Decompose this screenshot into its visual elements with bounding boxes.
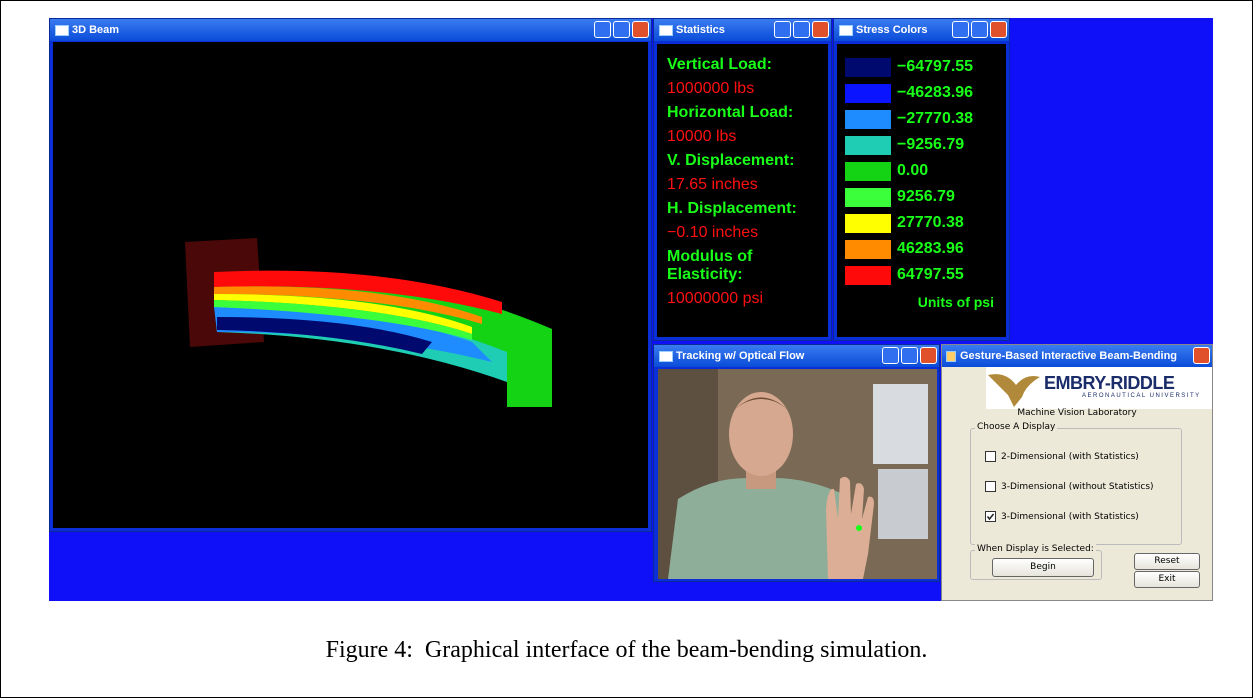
reset-button[interactable]: Reset <box>1134 553 1200 570</box>
legend-value: −46283.96 <box>897 84 973 102</box>
lab-name: Machine Vision Laboratory <box>942 408 1212 418</box>
logo-subtext: AERONAUTICAL UNIVERSITY <box>1082 393 1201 399</box>
figure: 3D Beam Statistics Vertical Load: 1000000… <box>0 0 1253 698</box>
begin-button[interactable]: Begin <box>992 558 1094 577</box>
legend-row: −64797.55 <box>845 54 998 80</box>
stat-label: H. Displacement: <box>667 200 818 218</box>
legend-row: 46283.96 <box>845 236 998 262</box>
legend-row: −46283.96 <box>845 80 998 106</box>
option[interactable]: 3-Dimensional (with Statistics) <box>985 511 1139 522</box>
legend-value: −64797.55 <box>897 58 973 76</box>
beam-window: 3D Beam <box>49 18 652 532</box>
close[interactable] <box>920 347 937 364</box>
poster <box>878 469 928 539</box>
checkbox[interactable] <box>985 511 996 522</box>
stress-window: Stress Colors −64797.55 −46283.96 −27770.3… <box>833 18 1010 341</box>
title-bar: Tracking w/ Optical Flow <box>654 345 939 367</box>
tracking-window: Tracking w/ Optical Flow <box>653 344 940 582</box>
minimize[interactable] <box>952 21 969 38</box>
stat-value: 1000000 lbs <box>667 80 818 98</box>
stat-label: V. Displacement: <box>667 152 818 170</box>
stat-value: 10000000 psi <box>667 290 818 308</box>
maximize[interactable] <box>901 347 918 364</box>
option-label: 3-Dimensional (with Statistics) <box>1001 512 1139 522</box>
close[interactable] <box>812 21 829 38</box>
option-label: 2-Dimensional (with Statistics) <box>1001 452 1139 462</box>
display-group: Choose A Display 2-Dimensional (with Sta… <box>970 428 1182 545</box>
camera-feed <box>658 369 937 579</box>
legend-value: 27770.38 <box>897 214 964 232</box>
swatch <box>845 58 891 77</box>
maximize[interactable] <box>793 21 810 38</box>
swatch <box>845 110 891 129</box>
legend-row: 64797.55 <box>845 262 998 288</box>
swatch <box>845 214 891 233</box>
stat-label: Modulus of Elasticity: <box>667 248 818 284</box>
option-label: 3-Dimensional (without Statistics) <box>1001 482 1154 492</box>
title-bar: Stress Colors <box>834 19 1009 41</box>
camera-image <box>658 369 937 579</box>
maximize[interactable] <box>613 21 630 38</box>
stats-panel: Vertical Load: 1000000 lbs Horizontal Load… <box>657 44 828 337</box>
swatch <box>845 188 891 207</box>
legend-row: −27770.38 <box>845 106 998 132</box>
option[interactable]: 3-Dimensional (without Statistics) <box>985 481 1154 492</box>
maximize[interactable] <box>971 21 988 38</box>
legend-row: 27770.38 <box>845 210 998 236</box>
title-bar: Statistics <box>654 19 831 41</box>
legend-row: 9256.79 <box>845 184 998 210</box>
face <box>729 392 793 476</box>
window-title: Statistics <box>676 24 725 36</box>
eagle <box>988 374 1040 407</box>
statistics-window: Statistics Vertical Load: 1000000 lbs Hori… <box>653 18 832 341</box>
legend-row: 0.00 <box>845 158 998 184</box>
window-title: Gesture-Based Interactive Beam-Bending <box>960 350 1177 362</box>
check-mark <box>986 512 995 521</box>
logo-eagle <box>986 367 1042 409</box>
swatch <box>845 240 891 259</box>
legend-value: 46283.96 <box>897 240 964 258</box>
minimize[interactable] <box>882 347 899 364</box>
viewport <box>53 42 648 528</box>
caption: Figure 4: Graphical interface of the bea… <box>1 637 1252 664</box>
beam-render <box>2 2 599 490</box>
swatch <box>845 136 891 155</box>
minimize[interactable] <box>774 21 791 38</box>
stat-value: −0.10 inches <box>667 224 818 242</box>
option[interactable]: 2-Dimensional (with Statistics) <box>985 451 1139 462</box>
stat-label: Horizontal Load: <box>667 104 818 122</box>
group-label: When Display is Selected: <box>975 544 1096 554</box>
poster <box>873 384 928 464</box>
exit-button[interactable]: Exit <box>1134 571 1200 588</box>
tracking-point <box>856 525 862 531</box>
group-label: Choose A Display <box>975 422 1057 432</box>
legend-value: −27770.38 <box>897 110 973 128</box>
close[interactable] <box>632 21 649 38</box>
stat-label: Vertical Load: <box>667 56 818 74</box>
stress-legend: −64797.55 −46283.96 −27770.38 −9256.79 0.00 9… <box>837 44 1006 337</box>
close[interactable] <box>1193 347 1210 364</box>
stat-value: 17.65 inches <box>667 176 818 194</box>
window-title: Stress Colors <box>856 24 928 36</box>
title-bar: Gesture-Based Interactive Beam-Bending <box>942 345 1212 367</box>
control-window: Gesture-Based Interactive Beam-Bending E… <box>941 344 1213 601</box>
legend-value: 9256.79 <box>897 188 955 206</box>
logo: EMBRY-RIDDLE AERONAUTICAL UNIVERSITY <box>986 367 1212 409</box>
checkbox[interactable] <box>985 451 996 462</box>
units: Units of psi <box>845 294 998 310</box>
close[interactable] <box>990 21 1007 38</box>
legend-row: −9256.79 <box>845 132 998 158</box>
swatch <box>845 266 891 285</box>
legend-value: 0.00 <box>897 162 928 180</box>
stat-value: 10000 lbs <box>667 128 818 146</box>
swatch <box>845 162 891 181</box>
checkbox[interactable] <box>985 481 996 492</box>
window-title: Tracking w/ Optical Flow <box>676 350 804 362</box>
swatch <box>845 84 891 103</box>
legend-value: 64797.55 <box>897 266 964 284</box>
logo-text: EMBRY-RIDDLE <box>1044 373 1174 394</box>
legend-value: −9256.79 <box>897 136 964 154</box>
